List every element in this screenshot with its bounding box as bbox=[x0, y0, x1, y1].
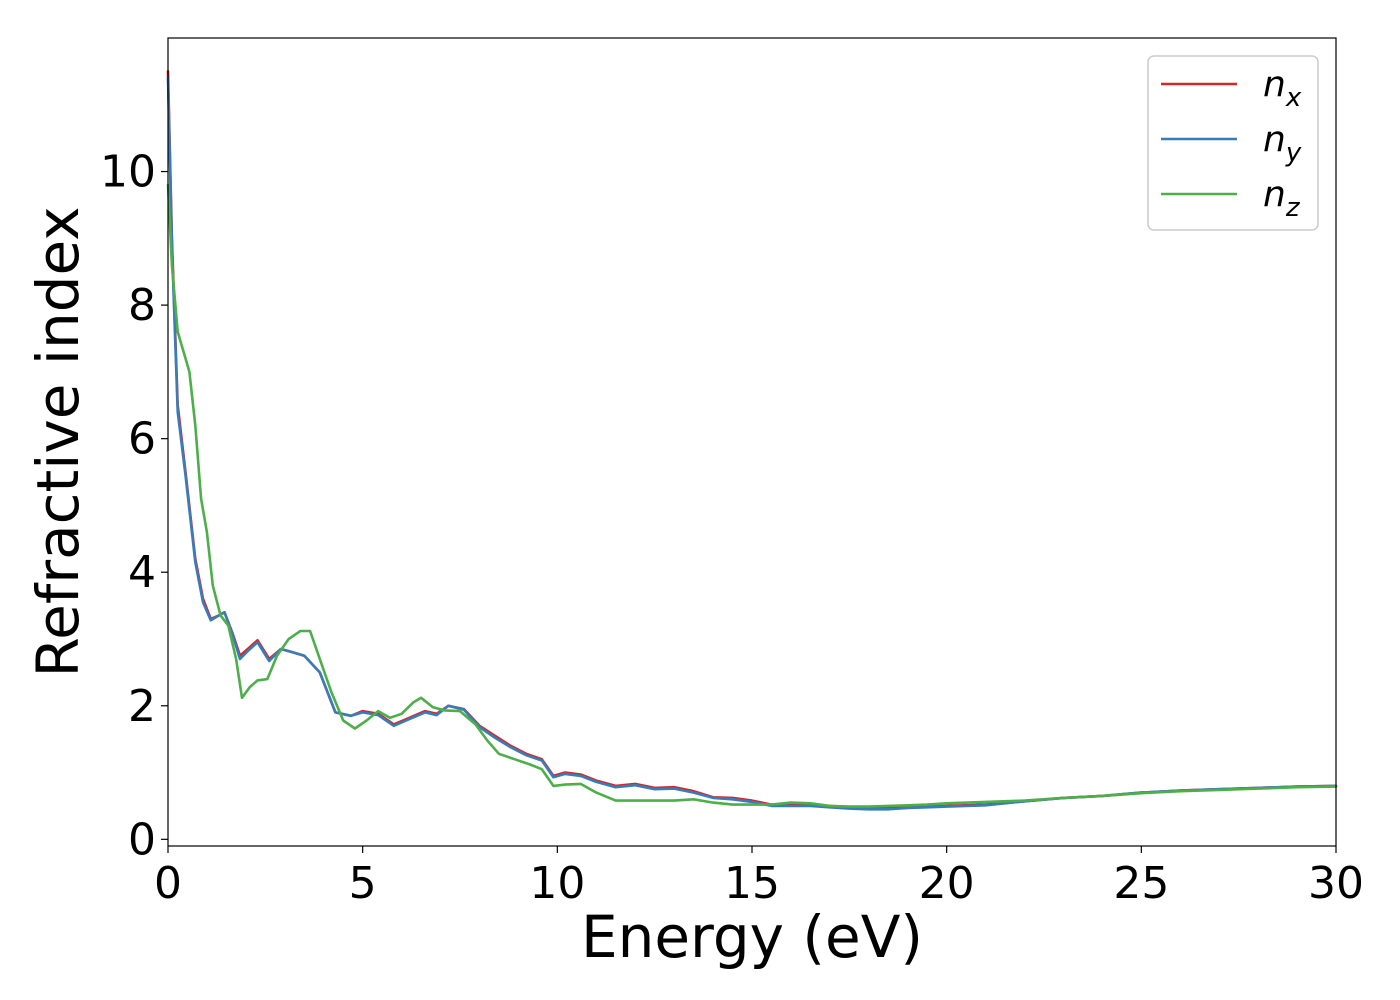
y-tick-label: 0 bbox=[128, 814, 156, 865]
legend-label-ny: ny bbox=[1263, 119, 1302, 168]
x-tick-label: 25 bbox=[1113, 858, 1169, 909]
y-tick-label: 8 bbox=[128, 280, 156, 331]
y-tick-label: 2 bbox=[128, 681, 156, 732]
x-axis-ticks: 0 5 10 15 20 25 30 bbox=[154, 846, 1364, 909]
y-axis-ticks: 0 2 4 6 8 10 bbox=[100, 147, 168, 865]
series-line-ny bbox=[166, 76, 1338, 811]
legend: nx ny nz bbox=[1147, 55, 1319, 231]
y-tick-label: 4 bbox=[128, 547, 156, 598]
x-tick-label: 30 bbox=[1308, 858, 1364, 909]
y-tick-label: 6 bbox=[128, 414, 156, 465]
x-tick-label: 5 bbox=[349, 858, 377, 909]
y-tick-label: 10 bbox=[100, 147, 156, 198]
legend-label-nx: nx bbox=[1263, 64, 1302, 113]
x-axis-title: Energy (eV) bbox=[581, 903, 923, 971]
legend-box bbox=[1147, 55, 1319, 231]
x-tick-label: 10 bbox=[529, 858, 585, 909]
y-axis-title: Refractive index bbox=[24, 206, 92, 677]
x-tick-label: 15 bbox=[724, 858, 780, 909]
series-line-nz bbox=[166, 183, 1338, 808]
x-tick-label: 20 bbox=[919, 858, 975, 909]
series-layer bbox=[166, 70, 1338, 811]
x-tick-label: 0 bbox=[154, 858, 182, 909]
legend-label-nz: nz bbox=[1263, 174, 1301, 223]
